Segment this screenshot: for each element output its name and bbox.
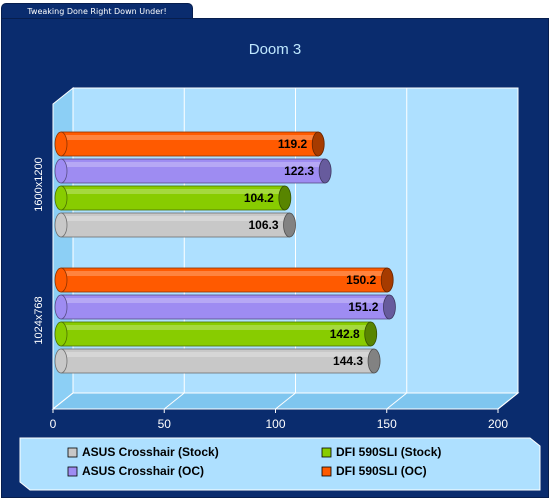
site-banner-tab: Tweaking Done Right Down Under! [1, 3, 193, 19]
bar-cap-left [54, 158, 68, 184]
legend-swatch [67, 466, 78, 477]
bar-cap-left [54, 185, 68, 211]
bar: 119.2 [54, 131, 325, 157]
gridline-floor [497, 392, 519, 410]
bar-value-label: 119.2 [278, 137, 308, 151]
bar: 142.8 [54, 321, 378, 347]
x-tick-label: 200 [488, 417, 508, 431]
x-tick-label: 0 [50, 417, 57, 431]
gridline-floor [275, 392, 296, 410]
bar-cap-right [380, 267, 394, 293]
legend-label: DFI 590SLI (Stock) [336, 445, 441, 459]
bar-value-label: 122.3 [284, 164, 314, 178]
bar-cap-right [311, 131, 325, 157]
bar-highlight [61, 189, 285, 194]
chart-title: Doom 3 [249, 41, 302, 58]
legend-label: ASUS Crosshair (OC) [82, 464, 204, 478]
bar-highlight [61, 298, 390, 303]
gridline-floor [386, 392, 408, 410]
bar-cap-right [364, 321, 378, 347]
bar-cap-right [383, 294, 396, 320]
bar-cap-left [54, 321, 68, 347]
plot-area: 0 50 100 150 200 1600x1200 119.2 122.3 104.2 106.… [33, 86, 520, 431]
bar: 144.3 [54, 348, 381, 374]
bar-value-label: 104.2 [244, 191, 274, 205]
legend-swatch [321, 466, 332, 477]
legend-swatch [67, 447, 78, 458]
legend-box [19, 437, 541, 491]
bar-value-label: 150.2 [346, 273, 376, 287]
bar-highlight [61, 271, 388, 276]
bar: 150.2 [54, 267, 394, 293]
gridline-floor [163, 392, 185, 410]
legend-swatch [321, 447, 332, 458]
bar-cap-right [318, 158, 332, 184]
bar-highlight [61, 216, 290, 221]
bar-value-label: 151.2 [348, 300, 378, 314]
bar-highlight [61, 325, 371, 330]
legend-label: ASUS Crosshair (Stock) [82, 445, 219, 459]
bar-cap-left [54, 348, 68, 374]
bar-highlight [61, 352, 375, 357]
x-tick-label: 50 [158, 417, 172, 431]
x-tick-label: 100 [265, 417, 285, 431]
bar: 106.3 [54, 212, 296, 238]
bar-cap-right [367, 348, 381, 374]
bar-cap-left [54, 267, 68, 293]
bar-cap-left [54, 131, 68, 157]
legend-label: DFI 590SLI (OC) [336, 464, 427, 478]
bar: 151.2 [54, 294, 396, 320]
bar: 104.2 [54, 185, 292, 211]
bar-value-label: 144.3 [333, 354, 363, 368]
bar-cap-left [54, 212, 68, 238]
bar-highlight [61, 162, 326, 167]
bar-value-label: 106.3 [248, 218, 278, 232]
legend: ASUS Crosshair (Stock) DFI 590SLI (Stock)… [19, 437, 541, 491]
bar-highlight [61, 135, 319, 140]
bar-cap-left [54, 294, 68, 320]
bar: 122.3 [54, 158, 332, 184]
category-label: 1024x768 [33, 296, 45, 344]
category-label: 1600x1200 [33, 157, 45, 211]
bar-cap-right [283, 212, 296, 238]
bar-cap-right [278, 185, 292, 211]
bar-value-label: 142.8 [330, 327, 360, 341]
x-tick-label: 150 [377, 417, 397, 431]
gridline-floor [52, 392, 74, 410]
